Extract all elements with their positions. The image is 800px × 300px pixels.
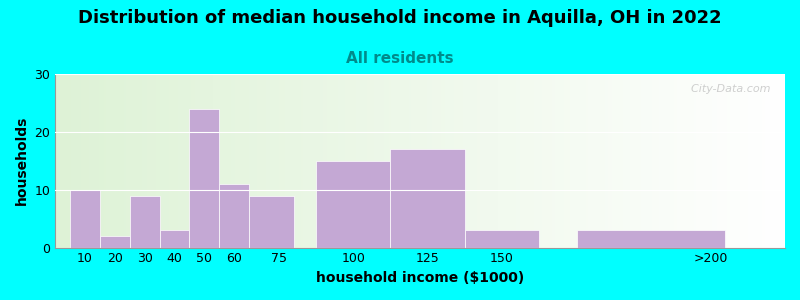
Text: All residents: All residents [346,51,454,66]
Bar [465,230,539,247]
Bar [100,236,130,248]
Text: City-Data.com: City-Data.com [684,84,770,94]
Bar [159,230,190,247]
Bar [577,230,726,247]
Bar [190,109,219,247]
Bar [130,196,159,247]
Bar [249,196,294,247]
X-axis label: household income ($1000): household income ($1000) [316,271,524,285]
Bar [316,161,390,248]
Bar [390,149,465,248]
Y-axis label: households: households [15,116,29,206]
Bar [70,190,100,247]
Bar [219,184,249,248]
Text: Distribution of median household income in Aquilla, OH in 2022: Distribution of median household income … [78,9,722,27]
